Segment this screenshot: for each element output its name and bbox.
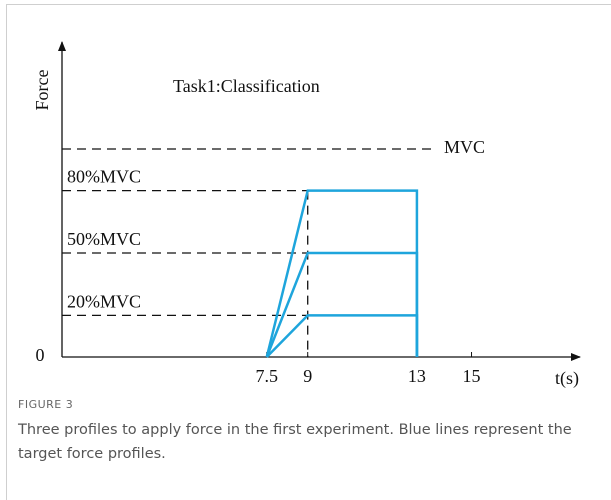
x-tick-label: 9 xyxy=(303,366,312,386)
x-tick-label: 15 xyxy=(463,366,481,386)
y-tick-label: 20%MVC xyxy=(67,292,141,312)
y-tick-label: 50%MVC xyxy=(67,229,141,249)
figure-caption: Three profiles to apply force in the fir… xyxy=(18,422,572,462)
chart-title: Task1:Classification xyxy=(173,76,320,96)
profile-line xyxy=(265,189,419,358)
y-tick-label: 80%MVC xyxy=(67,167,141,187)
chart: Force t(s) Task1:Classification 7.5 9 13 15… xyxy=(32,41,581,389)
x-axis-label: t(s) xyxy=(555,368,579,389)
x-tick-label: 7.5 xyxy=(256,366,279,386)
y-tick-label: 0 xyxy=(36,345,45,365)
reference-label: MVC xyxy=(444,137,485,157)
figure-frame xyxy=(6,4,611,500)
y-axis-label: Force xyxy=(32,69,52,110)
x-tick-label: 13 xyxy=(408,366,426,386)
profile-line xyxy=(265,251,419,358)
figure-label: FIGURE 3 xyxy=(18,398,74,411)
profile-line xyxy=(265,314,419,358)
